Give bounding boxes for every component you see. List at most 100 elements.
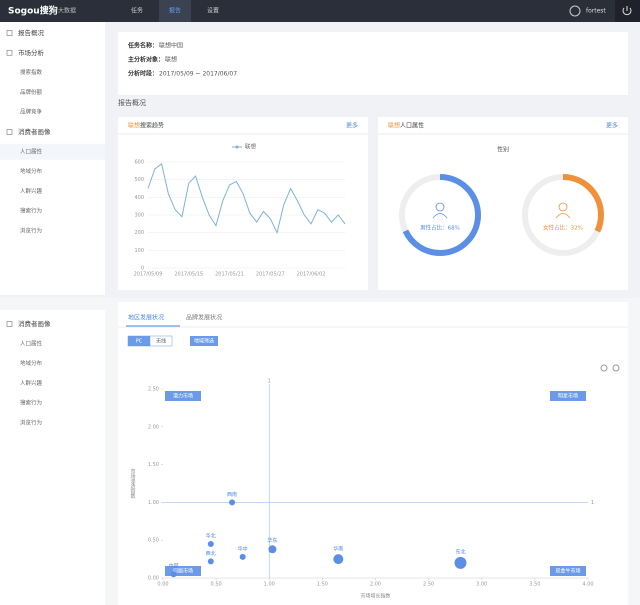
side-item[interactable]: 搜索行为 xyxy=(20,399,42,407)
point[interactable] xyxy=(207,558,214,565)
quadrant-tag xyxy=(550,566,586,576)
point[interactable] xyxy=(229,499,236,506)
side-item[interactable]: 浏览行为 xyxy=(20,419,42,427)
point-label: 西南 xyxy=(227,491,237,498)
point[interactable] xyxy=(239,553,246,560)
point[interactable] xyxy=(454,556,467,569)
side-icon xyxy=(6,129,13,135)
trend-line xyxy=(147,162,346,235)
info-value: 联想中国 xyxy=(159,42,183,50)
zoom-out[interactable] xyxy=(612,364,620,372)
side-item[interactable]: 消费者画像 xyxy=(18,127,51,136)
side-icon xyxy=(6,49,13,56)
side-active xyxy=(0,143,105,160)
y-tick-label: 400 xyxy=(134,195,144,201)
side-item[interactable]: 搜索行为 xyxy=(20,207,42,215)
filter-btn[interactable] xyxy=(190,336,218,346)
y-tick-label: 1.00 xyxy=(148,500,159,506)
y-tick-label: 2.00 xyxy=(148,424,159,430)
info-label: 任务名称： xyxy=(127,42,158,50)
power-icon xyxy=(622,6,632,16)
y-tick-label: 0 xyxy=(141,266,144,272)
info-value: 2017/05/09 ~ 2017/06/07 xyxy=(159,71,237,78)
quadrant-label: 问题市场 xyxy=(173,568,193,575)
y-tick-label: 600 xyxy=(134,160,144,166)
side-item[interactable]: 消费者画像 xyxy=(18,319,51,328)
info-card xyxy=(118,32,628,95)
nav-item[interactable]: 任务 xyxy=(131,7,143,15)
side-item[interactable]: 地域分布 xyxy=(20,167,43,175)
person-body xyxy=(432,213,448,219)
side-item[interactable]: 品牌份额 xyxy=(20,88,43,96)
person-body xyxy=(555,213,571,219)
x-tick-label: 4.00 xyxy=(582,582,593,588)
quadrant-label: 明星市场 xyxy=(558,393,578,400)
user-name: fortest xyxy=(586,8,606,15)
point[interactable] xyxy=(268,545,277,554)
ref-x-label: 1 xyxy=(268,379,271,385)
info-label: 分析时段： xyxy=(128,70,158,78)
side-item[interactable]: 市场分析 xyxy=(18,48,45,57)
donut-arc xyxy=(522,174,604,256)
y-tick-label: 0.00 xyxy=(148,576,159,582)
y-tick-label: 300 xyxy=(134,213,144,219)
quadrant-tag xyxy=(550,391,586,401)
toggle-label: 无线 xyxy=(156,338,166,345)
x-tick-label: 2017/05/21 xyxy=(215,272,244,278)
donut-arc xyxy=(399,174,481,256)
y-tick-label: 100 xyxy=(134,248,144,254)
user-icon[interactable] xyxy=(569,5,581,17)
side-item[interactable]: 搜索指数 xyxy=(20,68,43,76)
point[interactable] xyxy=(207,540,214,547)
quadrant-label: 潜力市场 xyxy=(173,393,193,400)
x-axis-label: 市场增长指数 xyxy=(360,593,390,600)
y-axis-label: 市场渗透指数 xyxy=(130,468,136,500)
demo-card xyxy=(378,117,628,290)
side-item[interactable]: 人口属性 xyxy=(20,339,43,347)
y-tick-label: 0.50 xyxy=(148,538,159,544)
y-tick-label: 500 xyxy=(134,177,144,183)
point[interactable] xyxy=(170,571,177,578)
tab[interactable]: 品牌发展状况 xyxy=(186,314,222,322)
card-highlight: 联想 xyxy=(388,122,400,130)
info-label: 主分析对象： xyxy=(128,56,164,64)
x-tick-label: 0.00 xyxy=(157,582,168,588)
x-tick-label: 2.50 xyxy=(423,582,434,588)
card-more[interactable]: 更多 xyxy=(346,122,358,130)
topbar xyxy=(0,0,640,22)
side-icon xyxy=(6,321,13,327)
side-item[interactable]: 浏览行为 xyxy=(20,227,42,235)
side-item[interactable]: 报告概况 xyxy=(18,28,45,37)
nav-item[interactable]: 报告 xyxy=(169,7,181,15)
card-title: 搜索趋势 xyxy=(140,122,164,130)
toggle-btn[interactable] xyxy=(149,335,173,347)
person-head xyxy=(435,202,445,212)
card-title: 人口属性 xyxy=(400,122,424,130)
filter-label: 地域筛选 xyxy=(194,338,214,345)
x-tick-label: 2.00 xyxy=(370,582,381,588)
info-value: 联想 xyxy=(165,56,177,64)
point-label: 华中 xyxy=(238,545,248,552)
tab[interactable]: 地区发展状况 xyxy=(128,314,164,322)
side-item[interactable]: 人群兴趣 xyxy=(20,187,43,195)
side-item[interactable]: 地域分布 xyxy=(20,359,43,367)
point-label: 西北 xyxy=(206,550,216,557)
x-tick-label: 1.50 xyxy=(317,582,328,588)
x-tick-label: 2017/05/27 xyxy=(256,272,285,278)
card-more[interactable]: 更多 xyxy=(606,122,618,130)
point[interactable] xyxy=(333,554,344,565)
zoom-in[interactable] xyxy=(600,364,608,372)
side-item[interactable]: 品牌竞争 xyxy=(20,108,43,116)
section-title: 报告概况 xyxy=(118,98,146,107)
side-item[interactable]: 人群兴趣 xyxy=(20,379,43,387)
quadrant-tag xyxy=(165,566,201,576)
nav-item[interactable]: 设置 xyxy=(207,7,219,15)
quadrant-tag xyxy=(165,391,201,401)
side-item[interactable]: 人口属性 xyxy=(20,147,43,155)
legend-label: 联想 xyxy=(245,143,257,151)
trend-card xyxy=(118,117,368,290)
y-tick-label: 200 xyxy=(134,230,144,236)
sidebar2 xyxy=(0,310,105,605)
